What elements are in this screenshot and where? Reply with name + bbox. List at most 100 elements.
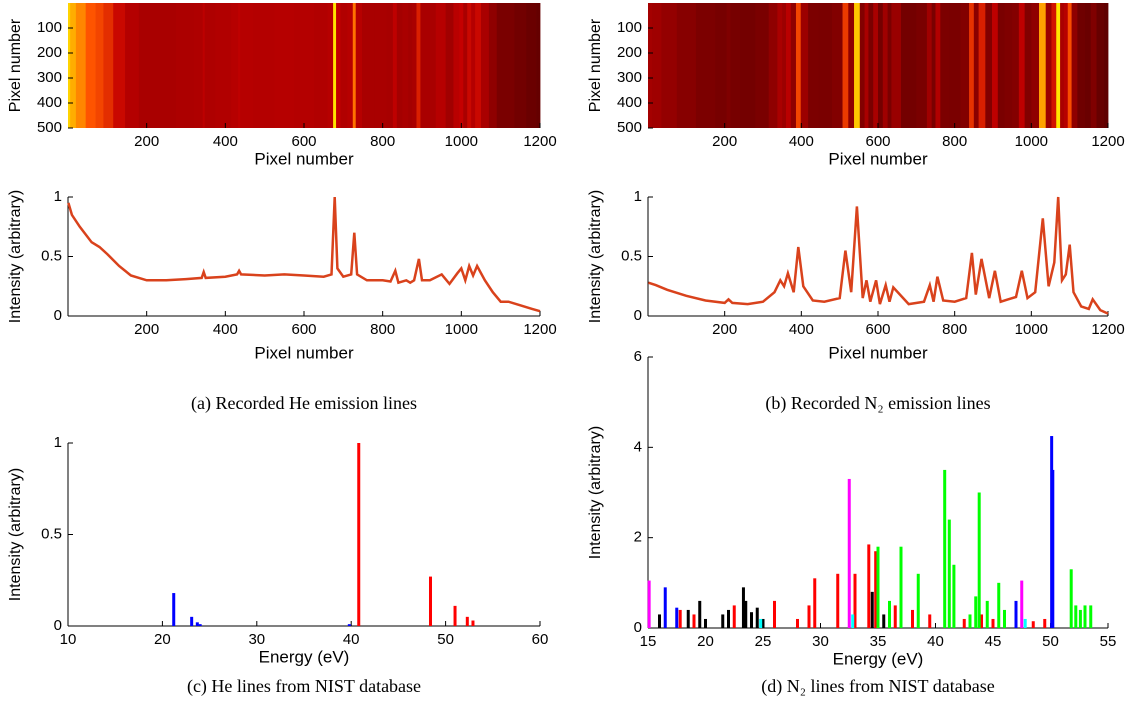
- stick: [692, 614, 696, 628]
- x-tick-label: 800: [942, 321, 967, 338]
- image-column: [202, 3, 206, 128]
- image-column: [1063, 3, 1069, 128]
- image-column: [715, 3, 727, 128]
- image-column: [755, 3, 770, 128]
- y-tick-label: 1: [634, 188, 642, 205]
- stick: [704, 618, 707, 628]
- image-column: [526, 3, 537, 128]
- stick: [952, 564, 956, 628]
- image-column: [1004, 3, 1013, 128]
- image-column: [352, 3, 357, 128]
- image-column: [445, 3, 454, 128]
- image-column: [138, 3, 157, 128]
- image-column: [467, 3, 472, 128]
- y-tick-label: 400: [617, 94, 642, 111]
- image-column: [1104, 3, 1109, 128]
- image-column: [459, 3, 464, 128]
- image-column: [768, 3, 778, 128]
- x-tick-label: 1200: [523, 133, 556, 150]
- image-column: [402, 3, 409, 128]
- x-tick-label: 60: [532, 631, 549, 648]
- image-column: [887, 3, 892, 128]
- stick: [991, 618, 995, 628]
- image-column: [740, 3, 756, 128]
- y-tick-label: 6: [634, 348, 642, 365]
- x-tick-label: 25: [755, 633, 772, 650]
- image-column: [238, 3, 241, 128]
- y-tick-label: 200: [37, 44, 62, 61]
- image-column: [960, 3, 970, 128]
- stick: [741, 587, 745, 628]
- stick: [663, 587, 667, 628]
- image-column: [362, 3, 376, 128]
- stick: [911, 609, 914, 628]
- x-tick-label: 30: [812, 633, 829, 650]
- y-tick-label: 300: [617, 69, 642, 86]
- stick: [721, 614, 725, 628]
- stick: [744, 600, 748, 628]
- y-axis-label: Pixel number: [587, 18, 604, 112]
- stick: [1051, 469, 1055, 628]
- image-column: [313, 3, 328, 128]
- stick: [874, 551, 878, 628]
- y-tick-label: 0.5: [621, 247, 642, 264]
- image-column: [864, 3, 869, 128]
- x-tick-label: 1000: [445, 321, 478, 338]
- image-column: [1056, 3, 1061, 128]
- spectrum-line: [67, 196, 541, 313]
- stick: [888, 600, 891, 628]
- image-column: [878, 3, 884, 128]
- stick: [813, 578, 817, 628]
- y-tick-label: 0: [54, 617, 62, 634]
- image-column: [514, 3, 527, 128]
- image-column: [435, 3, 446, 128]
- image-column: [496, 3, 505, 128]
- stick: [1083, 605, 1087, 628]
- x-tick-label: 600: [291, 133, 316, 150]
- image-column: [95, 3, 104, 128]
- x-axis-label: Pixel number: [254, 149, 354, 168]
- image-column: [777, 3, 783, 128]
- image-column: [75, 3, 87, 128]
- image-column: [1051, 3, 1057, 128]
- stick: [675, 607, 679, 628]
- stick: [928, 614, 932, 628]
- x-tick-label: 40: [927, 633, 944, 650]
- stick: [916, 573, 920, 628]
- spectrum-line: [648, 196, 1109, 315]
- image-column: [948, 3, 961, 128]
- stick: [1023, 618, 1027, 628]
- image-column: [85, 3, 96, 128]
- stick: [985, 600, 989, 628]
- image-column: [68, 3, 71, 128]
- image-column: [790, 3, 797, 128]
- image-column: [873, 3, 879, 128]
- x-tick-label: 1200: [1091, 133, 1124, 150]
- y-tick-label: 2: [634, 529, 642, 546]
- x-tick-label: 30: [248, 631, 265, 648]
- image-column: [1060, 3, 1065, 128]
- stick: [755, 607, 759, 628]
- image-column: [848, 3, 855, 128]
- stick: [796, 618, 799, 628]
- image-column: [176, 3, 195, 128]
- image-column: [103, 3, 114, 128]
- image-column: [859, 3, 865, 128]
- stick: [727, 609, 730, 628]
- image-column: [425, 3, 437, 128]
- image-column: [125, 3, 140, 128]
- y-tick-label: 4: [634, 438, 642, 455]
- x-tick-label: 400: [213, 133, 238, 150]
- stick: [647, 580, 651, 628]
- image-column: [973, 3, 980, 128]
- x-tick-label: 1200: [1091, 321, 1124, 338]
- image-column: [463, 3, 468, 128]
- y-axis-label: Intensity (arbitrary): [7, 468, 24, 601]
- image-column: [113, 3, 126, 128]
- image-column: [1096, 3, 1105, 128]
- stick: [899, 546, 903, 628]
- stick: [974, 596, 978, 628]
- image-column: [392, 3, 398, 128]
- y-tick-label: 1: [54, 188, 62, 205]
